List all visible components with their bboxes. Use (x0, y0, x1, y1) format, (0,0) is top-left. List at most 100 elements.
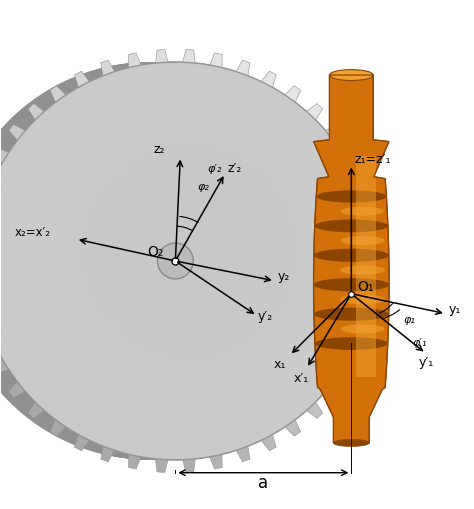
Ellipse shape (11, 90, 349, 427)
Polygon shape (235, 61, 250, 79)
Ellipse shape (0, 63, 356, 460)
Polygon shape (9, 125, 27, 143)
Ellipse shape (0, 63, 362, 460)
Ellipse shape (340, 237, 385, 246)
Polygon shape (128, 453, 142, 469)
Ellipse shape (0, 63, 374, 460)
Text: O₁: O₁ (357, 279, 374, 293)
Text: y′₂: y′₂ (258, 309, 273, 322)
Polygon shape (372, 255, 387, 268)
Polygon shape (74, 433, 91, 451)
Ellipse shape (0, 63, 374, 460)
Text: z₂: z₂ (154, 143, 165, 155)
Ellipse shape (56, 126, 315, 383)
Ellipse shape (0, 63, 373, 460)
Polygon shape (155, 50, 169, 66)
Ellipse shape (0, 63, 352, 460)
Ellipse shape (0, 63, 353, 460)
Ellipse shape (0, 63, 360, 460)
Polygon shape (209, 54, 222, 71)
Polygon shape (313, 76, 389, 443)
Text: φ₂: φ₂ (197, 182, 209, 192)
Polygon shape (356, 157, 376, 377)
Text: z₁=z′₁: z₁=z′₁ (354, 152, 391, 165)
Polygon shape (353, 333, 371, 349)
Ellipse shape (68, 134, 307, 373)
Polygon shape (260, 72, 276, 90)
Polygon shape (260, 433, 276, 451)
Text: φ₁: φ₁ (403, 314, 415, 324)
Polygon shape (235, 444, 250, 462)
Polygon shape (182, 457, 195, 472)
Polygon shape (128, 54, 142, 71)
Ellipse shape (329, 70, 373, 81)
Ellipse shape (0, 63, 374, 460)
Ellipse shape (0, 63, 359, 460)
Ellipse shape (0, 63, 367, 460)
Ellipse shape (0, 63, 349, 460)
Ellipse shape (340, 325, 384, 334)
Polygon shape (369, 281, 386, 295)
Ellipse shape (0, 63, 374, 460)
Polygon shape (283, 418, 301, 436)
Ellipse shape (0, 63, 351, 460)
Polygon shape (182, 50, 195, 66)
Text: y′₁: y′₁ (419, 356, 434, 369)
Text: y₂: y₂ (278, 269, 290, 282)
Polygon shape (369, 228, 386, 241)
Ellipse shape (0, 63, 350, 460)
Polygon shape (50, 418, 67, 436)
Polygon shape (101, 444, 116, 462)
Ellipse shape (0, 63, 372, 460)
Text: x′₁: x′₁ (294, 372, 309, 384)
Ellipse shape (0, 63, 356, 460)
Ellipse shape (0, 63, 366, 460)
Ellipse shape (314, 249, 389, 262)
Ellipse shape (333, 439, 369, 446)
Ellipse shape (0, 63, 357, 460)
Ellipse shape (62, 130, 311, 378)
Text: φ′₂: φ′₂ (207, 164, 221, 174)
Ellipse shape (340, 207, 383, 216)
Polygon shape (28, 104, 46, 123)
Polygon shape (324, 380, 342, 398)
Ellipse shape (315, 220, 388, 233)
Ellipse shape (0, 63, 369, 460)
Polygon shape (324, 125, 342, 143)
Ellipse shape (28, 103, 336, 411)
Ellipse shape (313, 278, 389, 292)
Ellipse shape (0, 63, 361, 460)
Polygon shape (209, 453, 222, 469)
Ellipse shape (0, 63, 357, 460)
Text: y₁: y₁ (449, 302, 461, 315)
Ellipse shape (0, 63, 370, 460)
Ellipse shape (45, 117, 323, 394)
Polygon shape (0, 358, 11, 375)
Ellipse shape (0, 63, 355, 460)
Ellipse shape (0, 63, 353, 460)
Polygon shape (305, 104, 323, 123)
Ellipse shape (0, 63, 360, 460)
Polygon shape (363, 308, 380, 322)
Ellipse shape (0, 76, 362, 443)
Ellipse shape (0, 81, 357, 438)
Polygon shape (340, 148, 358, 165)
Ellipse shape (0, 63, 354, 460)
Polygon shape (305, 401, 323, 418)
Text: z′₂: z′₂ (227, 162, 241, 175)
Polygon shape (363, 201, 380, 215)
Ellipse shape (315, 337, 388, 350)
Ellipse shape (0, 72, 366, 449)
Polygon shape (9, 380, 27, 398)
Ellipse shape (5, 86, 353, 433)
Ellipse shape (17, 94, 345, 421)
Ellipse shape (0, 63, 366, 460)
Polygon shape (0, 148, 11, 165)
Text: a: a (258, 473, 268, 491)
Text: O₂: O₂ (147, 244, 164, 259)
Ellipse shape (51, 121, 319, 389)
Ellipse shape (0, 63, 348, 460)
Text: φ′₁: φ′₁ (413, 338, 428, 348)
Polygon shape (353, 174, 371, 189)
Ellipse shape (0, 63, 371, 460)
